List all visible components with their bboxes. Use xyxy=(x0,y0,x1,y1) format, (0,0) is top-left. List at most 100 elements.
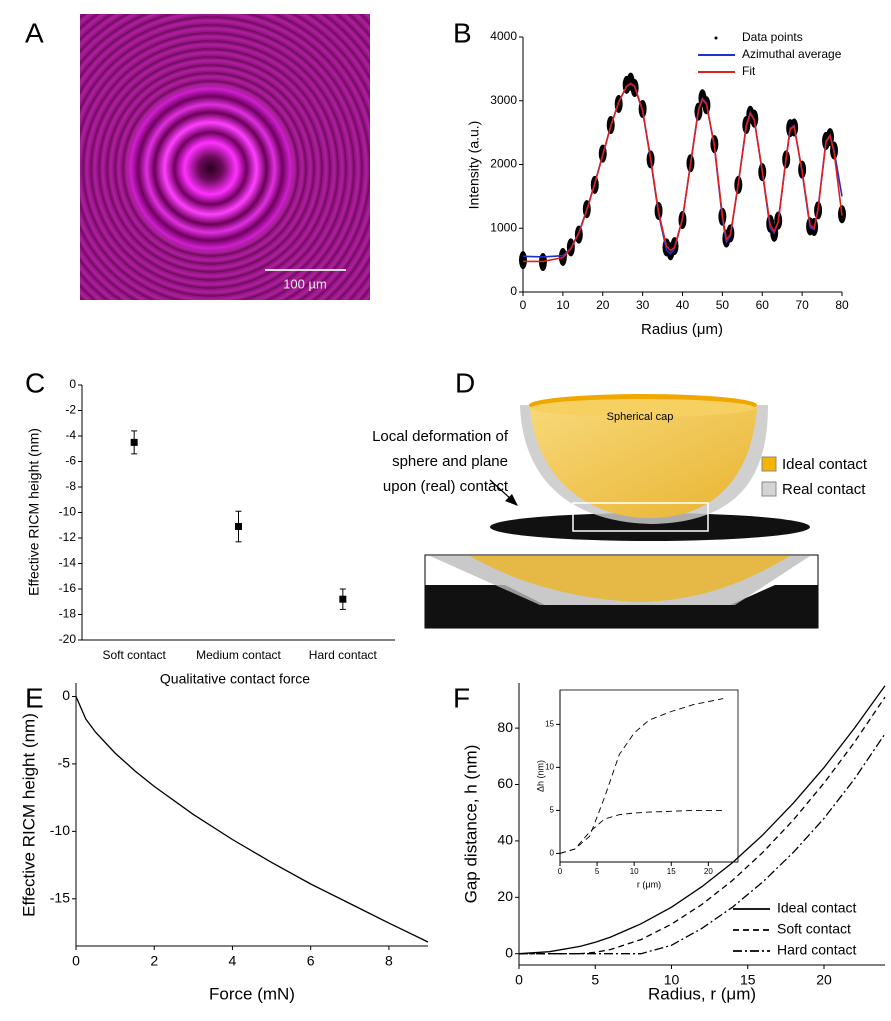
y-tick-label: -12 xyxy=(59,530,77,544)
y-tick-label: -15 xyxy=(50,889,70,905)
y-tick-label: 0 xyxy=(62,687,70,703)
x-tick-label: 15 xyxy=(740,972,756,988)
panel-label: D xyxy=(455,367,475,398)
data-line xyxy=(559,809,724,854)
y-tick-label: 60 xyxy=(497,775,513,791)
legend-label: Data points xyxy=(742,30,803,44)
y-tick-label: 20 xyxy=(497,888,513,904)
x-tick-label: 20 xyxy=(816,972,832,988)
x-tick-label: 5 xyxy=(591,972,599,988)
legend-label: Real contact xyxy=(782,481,866,498)
x-tick-label: 40 xyxy=(676,298,690,312)
x-tick-label: Hard contact xyxy=(309,648,378,662)
x-tick-label: 10 xyxy=(556,298,570,312)
legend-label: Ideal contact xyxy=(782,456,868,473)
x-axis-label: r (μm) xyxy=(637,879,661,889)
x-tick-label: 6 xyxy=(307,953,315,969)
x-tick-label: 15 xyxy=(667,867,676,876)
x-axis-label: Force (mN) xyxy=(209,984,295,1003)
y-axis-label: Effective RICM height (nm) xyxy=(26,428,42,596)
x-tick-label: 0 xyxy=(558,867,563,876)
scale-bar-label: 100 µm xyxy=(283,276,327,291)
panel-label: E xyxy=(25,682,44,713)
x-axis-label: Radius, r (μm) xyxy=(648,984,756,1003)
y-tick-label: -6 xyxy=(65,454,76,468)
data-line xyxy=(75,696,429,943)
x-tick-label: 30 xyxy=(636,298,650,312)
legend-swatch xyxy=(761,456,777,472)
annotation: Local deformation of xyxy=(372,428,509,445)
x-tick-label: 0 xyxy=(72,953,80,969)
x-tick-label: Soft contact xyxy=(102,648,166,662)
y-tick-label: 40 xyxy=(497,832,513,848)
y-tick-label: 15 xyxy=(545,720,554,729)
y-tick-label: -16 xyxy=(59,581,77,595)
annotation: upon (real) contact xyxy=(383,478,509,495)
y-tick-label: -14 xyxy=(59,556,77,570)
data-line xyxy=(519,733,886,955)
x-axis-label: Radius (μm) xyxy=(641,321,723,338)
y-tick-label: 0 xyxy=(550,849,555,858)
data-point xyxy=(519,251,527,270)
x-axis-label: Qualitative contact force xyxy=(160,671,310,687)
legend-label: Fit xyxy=(742,64,756,78)
x-tick-label: 10 xyxy=(630,867,639,876)
y-tick-label: -20 xyxy=(59,632,77,646)
data-line xyxy=(559,698,724,854)
zoom-box xyxy=(572,502,709,532)
x-tick-label: 70 xyxy=(795,298,809,312)
data-point xyxy=(339,595,347,603)
y-tick-label: -10 xyxy=(50,822,70,838)
y-tick-label: 4000 xyxy=(490,29,517,43)
y-axis-label: Effective RICM height (nm) xyxy=(19,713,38,917)
ideal-cap xyxy=(530,408,757,518)
cap-top xyxy=(531,399,755,417)
panel-label: B xyxy=(453,17,472,48)
data-line xyxy=(522,83,843,258)
y-tick-label: 1000 xyxy=(490,220,517,234)
panel-label: A xyxy=(25,17,44,48)
legend-marker xyxy=(714,36,718,40)
plane xyxy=(490,513,810,541)
x-tick-label: 50 xyxy=(716,298,730,312)
x-tick-label: 10 xyxy=(664,972,680,988)
y-axis-label: Δh (nm) xyxy=(535,760,545,792)
data-point xyxy=(130,438,138,446)
x-tick-label: 5 xyxy=(595,867,600,876)
arrow xyxy=(489,479,513,501)
x-tick-label: 0 xyxy=(520,298,527,312)
y-tick-label: -18 xyxy=(59,607,77,621)
x-tick-label: 80 xyxy=(835,298,849,312)
data-line xyxy=(518,685,886,955)
x-tick-label: 20 xyxy=(596,298,610,312)
legend-label: Soft contact xyxy=(777,921,851,937)
y-tick-label: 2000 xyxy=(490,157,517,171)
y-tick-label: -2 xyxy=(65,403,76,417)
y-axis-label: Gap distance, h (nm) xyxy=(461,745,480,904)
legend-swatch xyxy=(761,481,777,497)
x-tick-label: 60 xyxy=(756,298,770,312)
y-tick-label: 10 xyxy=(545,763,554,772)
x-tick-label: Medium contact xyxy=(196,648,281,662)
x-tick-label: 2 xyxy=(150,953,158,969)
data-point xyxy=(235,523,242,531)
annotation: sphere and plane xyxy=(392,453,508,470)
x-tick-label: 8 xyxy=(385,953,393,969)
y-tick-label: 0 xyxy=(510,284,517,298)
x-tick-label: 0 xyxy=(515,972,523,988)
y-tick-label: -8 xyxy=(65,479,76,493)
y-axis-label: Intensity (a.u.) xyxy=(466,121,482,210)
plot-frame xyxy=(559,689,739,863)
legend-label: Azimuthal average xyxy=(742,47,842,61)
panel-label: C xyxy=(25,367,45,398)
data-line xyxy=(523,82,843,263)
y-tick-label: -5 xyxy=(58,755,71,771)
legend-label: Ideal contact xyxy=(777,900,856,916)
x-tick-label: 4 xyxy=(229,953,237,969)
y-tick-label: -4 xyxy=(65,428,76,442)
y-tick-label: 0 xyxy=(69,377,76,391)
y-tick-label: 80 xyxy=(497,719,513,735)
x-tick-label: 20 xyxy=(704,867,713,876)
arrow-head xyxy=(505,494,518,506)
